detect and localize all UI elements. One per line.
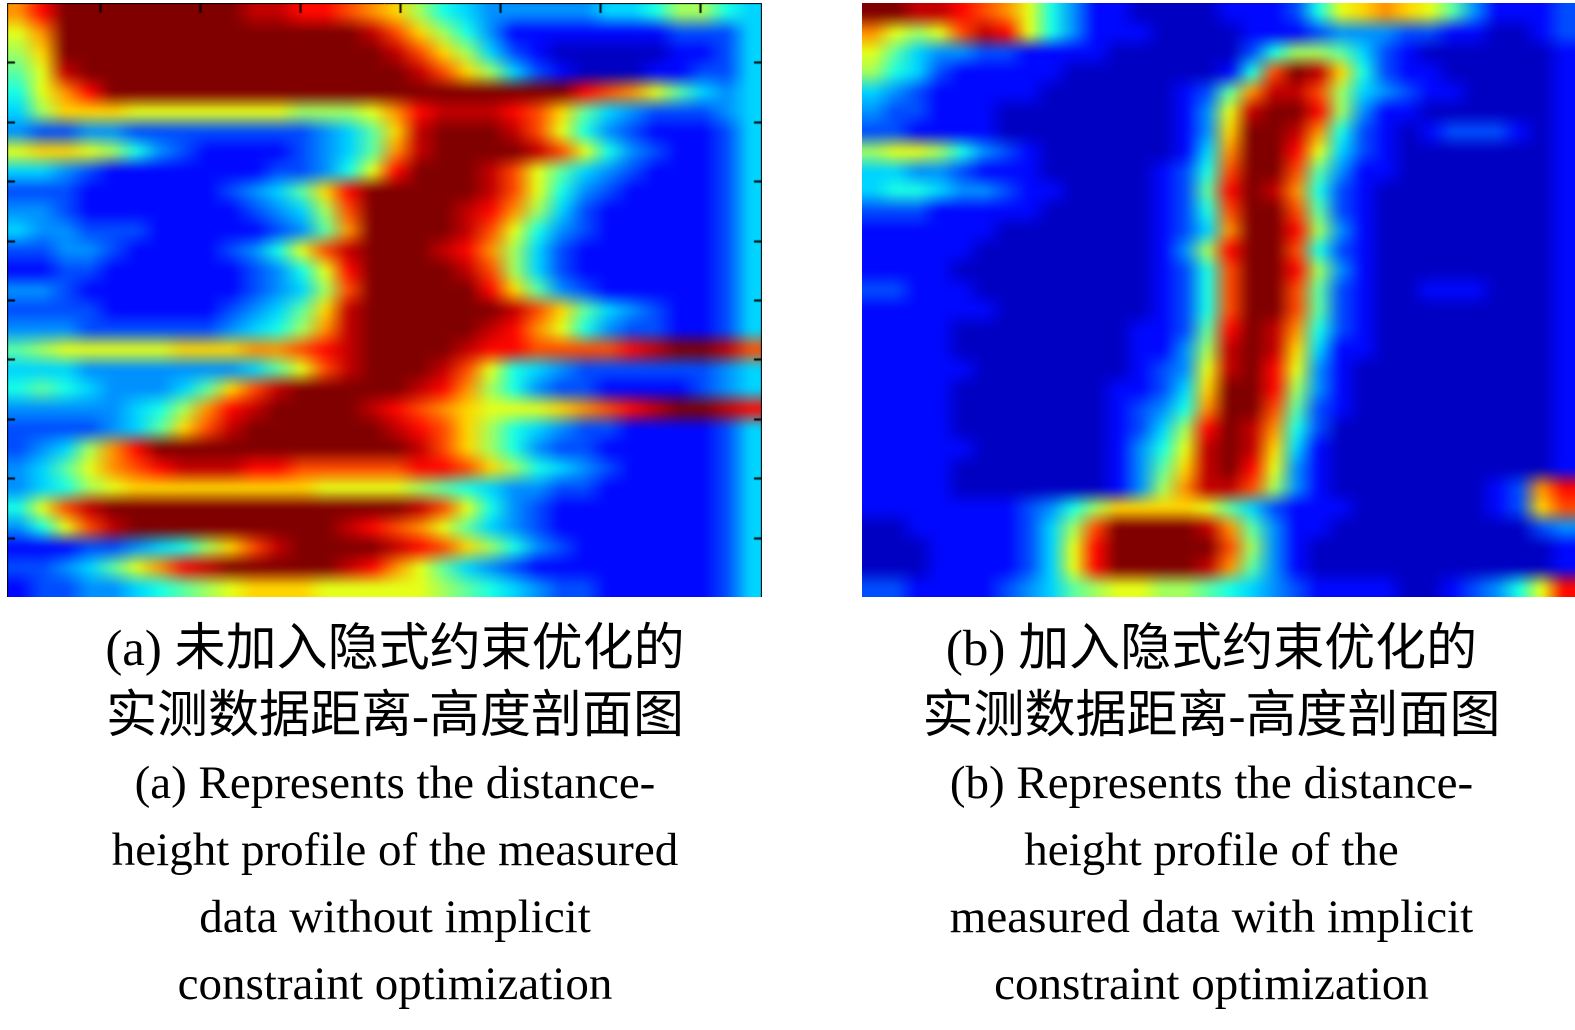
caption-a-zh-line-1: (a) 未加入隐式约束优化的: [105, 621, 685, 677]
caption-panel-b: (b) 加入隐式约束优化的 实测数据距离-高度剖面图 (b) Represent…: [848, 616, 1575, 1018]
caption-b-en-line-3: measured data with implicit: [949, 891, 1474, 943]
caption-a-zh-line-2: 实测数据距离-高度剖面图: [106, 688, 684, 744]
heatmap-a-distance-height-profile: [7, 3, 762, 597]
caption-a-en-line-2: height profile of the measured: [111, 824, 679, 876]
caption-b-en-line-2: height profile of the: [1024, 824, 1399, 876]
caption-b-en-line-4: constraint optimization: [994, 958, 1429, 1010]
caption-a-en-line-4: constraint optimization: [177, 958, 613, 1010]
caption-b-zh-line-1: (b) 加入隐式约束优化的: [945, 621, 1478, 677]
caption-a-en-line-1: (a) Represents the distance-: [134, 757, 656, 809]
caption-b-en-line-1: (b) Represents the distance-: [949, 757, 1474, 809]
caption-a-en-line-3: data without implicit: [199, 891, 591, 943]
heatmap-b-distance-height-profile: [862, 3, 1575, 597]
caption-b-zh-line-2: 实测数据距离-高度剖面图: [922, 688, 1501, 744]
caption-panel-a: (a) 未加入隐式约束优化的 实测数据距离-高度剖面图 (a) Represen…: [0, 616, 790, 1018]
